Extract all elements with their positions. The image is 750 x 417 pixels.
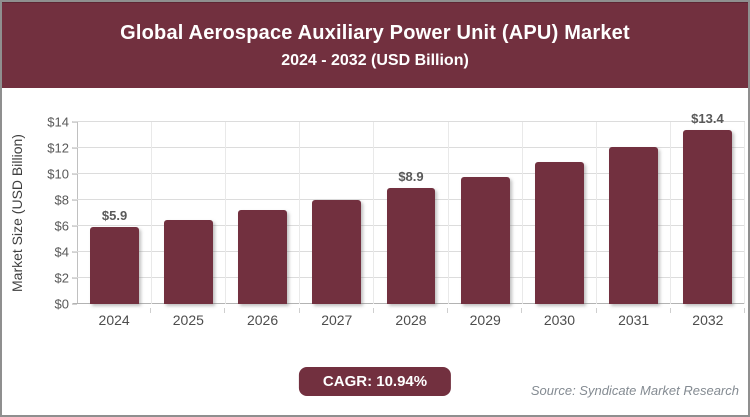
y-axis: $0 $2 $4 $6 $8 $10 $12 $14 <box>2 116 77 311</box>
y-axis-tick-mark <box>72 147 77 149</box>
chart-column <box>449 122 523 304</box>
chart-title-line1: Global Aerospace Auxiliary Power Unit (A… <box>120 21 630 44</box>
bar-2031 <box>608 146 658 304</box>
chart-column <box>597 122 671 304</box>
y-axis-tick-mark <box>72 303 77 305</box>
x-axis-label: 2024 <box>77 308 152 330</box>
y-axis-tick-mark <box>72 277 77 279</box>
x-axis-label: 2026 <box>225 308 300 330</box>
chart-column <box>152 122 227 304</box>
y-axis-tick-label: $2 <box>2 272 77 285</box>
y-axis-tick-label: $8 <box>2 194 77 207</box>
bar-2028: $8.9 <box>386 169 436 304</box>
x-axis-label: 2032 <box>671 308 746 330</box>
bar-2024: $5.9 <box>90 208 140 304</box>
chart-area: Market Size (USD Billion) $0 $2 $4 $6 $8 $10 $… <box>2 88 748 355</box>
chart-column <box>523 122 597 304</box>
y-axis-tick-mark <box>72 121 77 123</box>
y-axis-tick-mark <box>72 251 77 253</box>
bar-value-label: $13.4 <box>691 110 724 126</box>
y-axis-tick-label: $10 <box>2 168 77 181</box>
bar-2030 <box>534 162 584 304</box>
bar-2029 <box>460 176 510 304</box>
x-axis-label: 2025 <box>151 308 226 330</box>
plot-area: $5.9 $8.9 $13.4 <box>73 111 745 304</box>
bar-value-label: $5.9 <box>101 208 128 224</box>
x-axis-label: 2031 <box>597 308 671 330</box>
bar-2032: $13.4 <box>682 111 732 304</box>
cagr-badge: CAGR: 10.94% <box>298 367 452 396</box>
chart-column <box>300 122 375 304</box>
bar-value-label: $8.9 <box>398 169 424 185</box>
bar-2026 <box>238 210 288 304</box>
x-axis-label: 2030 <box>522 308 597 330</box>
chart-column <box>226 122 301 304</box>
y-axis-tick-label: $6 <box>2 220 77 233</box>
chart-footer: CAGR: 10.94% Source: Syndicate Market Re… <box>2 355 748 415</box>
x-axis-label: 2029 <box>448 308 523 330</box>
y-axis-tick-mark <box>72 199 77 201</box>
x-axis: 2024 2025 2026 2027 2028 2029 2030 2031 2032 <box>77 308 746 330</box>
gridline <box>73 147 745 148</box>
chart-column: $13.4 <box>671 111 745 304</box>
y-axis-tick-label: $14 <box>2 116 77 129</box>
gridline <box>73 121 745 122</box>
y-axis-tick-label: $12 <box>2 142 77 155</box>
y-axis-tick-mark <box>72 225 77 227</box>
bar-2027 <box>312 200 362 304</box>
chart-column: $8.9 <box>374 122 449 304</box>
chart-title-line2: 2024 - 2032 (USD Billion) <box>281 51 469 69</box>
bar-2025 <box>164 219 214 304</box>
x-axis-label: 2028 <box>374 308 449 330</box>
chart-title-banner: Global Aerospace Auxiliary Power Unit (A… <box>2 2 748 88</box>
y-axis-tick-mark <box>72 173 77 175</box>
y-axis-tick-label: $4 <box>2 246 77 259</box>
x-axis-label: 2027 <box>300 308 375 330</box>
gridline <box>73 173 745 174</box>
y-axis-tick-label: $0 <box>2 298 77 311</box>
chart-column: $5.9 <box>78 122 153 304</box>
source-attribution: Source: Syndicate Market Research <box>530 383 739 398</box>
